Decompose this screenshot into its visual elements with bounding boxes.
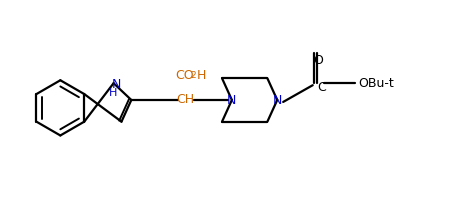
Text: N: N <box>227 95 237 108</box>
Text: CO: CO <box>176 69 194 82</box>
Text: 2: 2 <box>190 71 196 80</box>
Text: H: H <box>196 69 206 82</box>
Text: H: H <box>108 88 117 98</box>
Text: OBu-t: OBu-t <box>358 77 394 90</box>
Text: CH: CH <box>176 94 194 107</box>
Text: N: N <box>112 78 121 91</box>
Text: C: C <box>317 81 326 94</box>
Text: N: N <box>273 95 282 108</box>
Text: O: O <box>314 54 324 67</box>
